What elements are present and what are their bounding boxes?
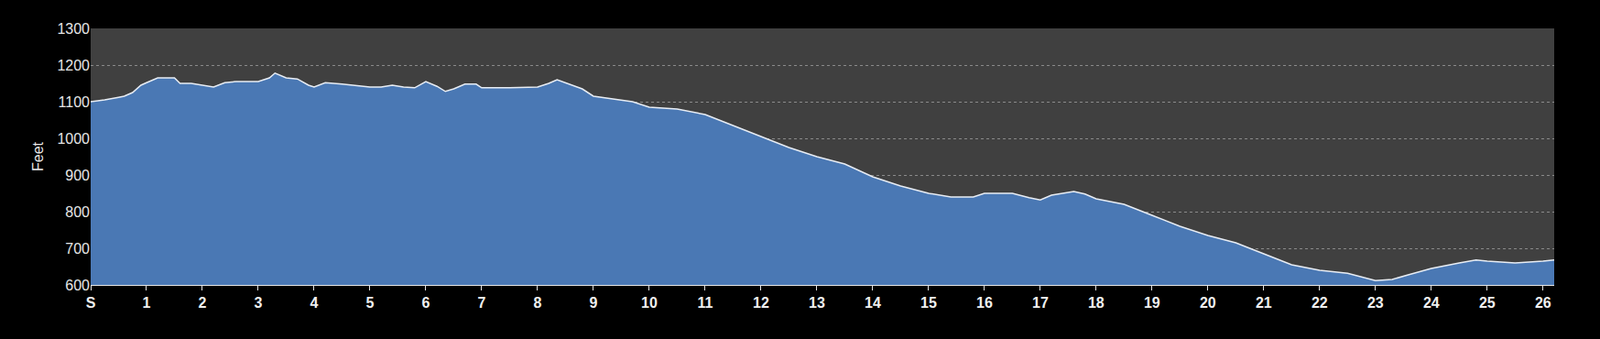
svg-text:Feet: Feet: [30, 141, 46, 172]
svg-text:22: 22: [1311, 294, 1328, 311]
svg-text:23: 23: [1367, 294, 1384, 311]
svg-text:21: 21: [1255, 294, 1273, 311]
svg-text:10: 10: [641, 294, 658, 311]
svg-text:25: 25: [1479, 294, 1496, 311]
svg-text:1000: 1000: [56, 130, 90, 147]
svg-text:14: 14: [864, 294, 882, 311]
svg-text:700: 700: [65, 240, 90, 257]
svg-text:4: 4: [310, 294, 319, 311]
svg-text:8: 8: [533, 294, 542, 311]
svg-text:600: 600: [65, 277, 90, 294]
svg-text:7: 7: [477, 294, 486, 311]
svg-text:6: 6: [421, 294, 430, 311]
svg-text:1200: 1200: [56, 57, 90, 74]
svg-text:17: 17: [1032, 294, 1049, 311]
svg-text:11: 11: [696, 294, 713, 311]
svg-text:20: 20: [1199, 294, 1217, 311]
svg-text:12: 12: [752, 294, 770, 311]
svg-text:5: 5: [366, 294, 375, 311]
svg-text:900: 900: [65, 167, 90, 184]
svg-text:1300: 1300: [56, 21, 90, 37]
svg-text:1100: 1100: [58, 94, 91, 110]
svg-text:3: 3: [254, 294, 263, 311]
svg-text:9: 9: [588, 294, 598, 311]
svg-text:S: S: [86, 294, 97, 311]
svg-text:15: 15: [920, 294, 937, 311]
svg-text:26: 26: [1534, 294, 1552, 311]
svg-text:800: 800: [65, 204, 90, 220]
svg-text:18: 18: [1088, 294, 1105, 311]
svg-text:19: 19: [1143, 294, 1161, 311]
svg-text:24: 24: [1423, 294, 1440, 311]
svg-text:13: 13: [808, 294, 826, 311]
svg-text:16: 16: [976, 294, 993, 311]
svg-text:2: 2: [198, 294, 207, 311]
svg-text:1: 1: [142, 294, 152, 311]
